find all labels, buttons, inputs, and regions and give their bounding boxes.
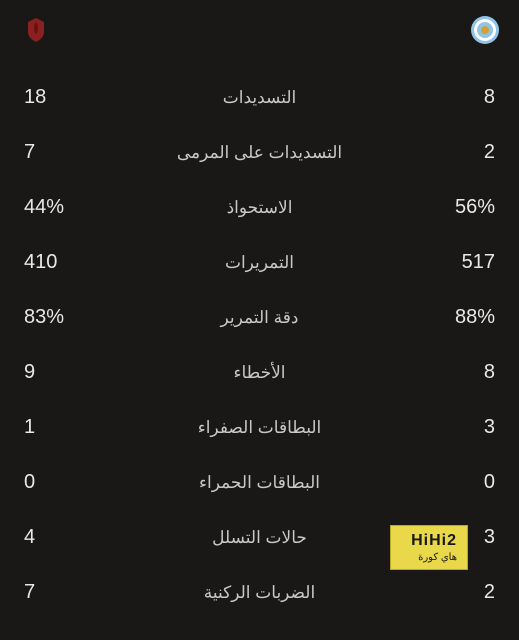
- watermark-sub: هاي كورة: [401, 552, 457, 563]
- stat-row: 8 الأخطاء 9: [24, 345, 495, 400]
- stat-away-value: 4: [24, 526, 84, 549]
- stat-away-value: 410: [24, 251, 84, 274]
- home-team-logo: [471, 16, 499, 44]
- stat-away-value: 7: [24, 581, 84, 604]
- watermark-main: HiHi2: [401, 532, 457, 550]
- stat-away-value: 1: [24, 416, 84, 439]
- stat-home-value: 8: [435, 86, 495, 109]
- stat-home-value: 56%: [435, 196, 495, 219]
- stat-row: 88% دقة التمرير 83%: [24, 290, 495, 345]
- stat-row: 56% الاستحواذ 44%: [24, 180, 495, 235]
- away-team-logo: [20, 16, 48, 44]
- stat-away-value: 83%: [24, 306, 84, 329]
- stat-row: 8 التسديدات 18: [24, 70, 495, 125]
- stat-home-value: 88%: [435, 306, 495, 329]
- stat-away-value: 9: [24, 361, 84, 384]
- stat-home-value: 2: [435, 141, 495, 164]
- stat-away-value: 7: [24, 141, 84, 164]
- stat-row: 2 التسديدات على المرمى 7: [24, 125, 495, 180]
- stat-label: حالات التسلل: [84, 528, 435, 548]
- stat-label: الضربات الركنية: [84, 583, 435, 603]
- stat-home-value: 0: [435, 471, 495, 494]
- stat-row: 517 التمريرات 410: [24, 235, 495, 290]
- stat-label: الاستحواذ: [84, 198, 435, 218]
- match-header: [0, 0, 519, 60]
- stat-label: التمريرات: [84, 253, 435, 273]
- stat-row: 0 البطاقات الحمراء 0: [24, 455, 495, 510]
- stat-away-value: 44%: [24, 196, 84, 219]
- stat-home-value: 2: [435, 581, 495, 604]
- stat-home-value: 3: [435, 416, 495, 439]
- stat-label: التسديدات: [84, 88, 435, 108]
- stat-label: التسديدات على المرمى: [84, 143, 435, 163]
- stat-row: 2 الضربات الركنية 7: [24, 565, 495, 620]
- stat-home-value: 517: [435, 251, 495, 274]
- watermark-badge: HiHi2 هاي كورة: [390, 525, 468, 570]
- stat-label: البطاقات الصفراء: [84, 418, 435, 438]
- stat-away-value: 18: [24, 86, 84, 109]
- stat-home-value: 8: [435, 361, 495, 384]
- stat-away-value: 0: [24, 471, 84, 494]
- stat-row: 3 البطاقات الصفراء 1: [24, 400, 495, 455]
- stat-label: البطاقات الحمراء: [84, 473, 435, 493]
- stat-label: الأخطاء: [84, 363, 435, 383]
- stat-label: دقة التمرير: [84, 308, 435, 328]
